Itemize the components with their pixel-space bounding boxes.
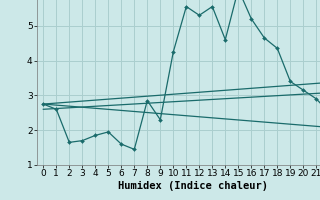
X-axis label: Humidex (Indice chaleur): Humidex (Indice chaleur): [118, 181, 268, 191]
